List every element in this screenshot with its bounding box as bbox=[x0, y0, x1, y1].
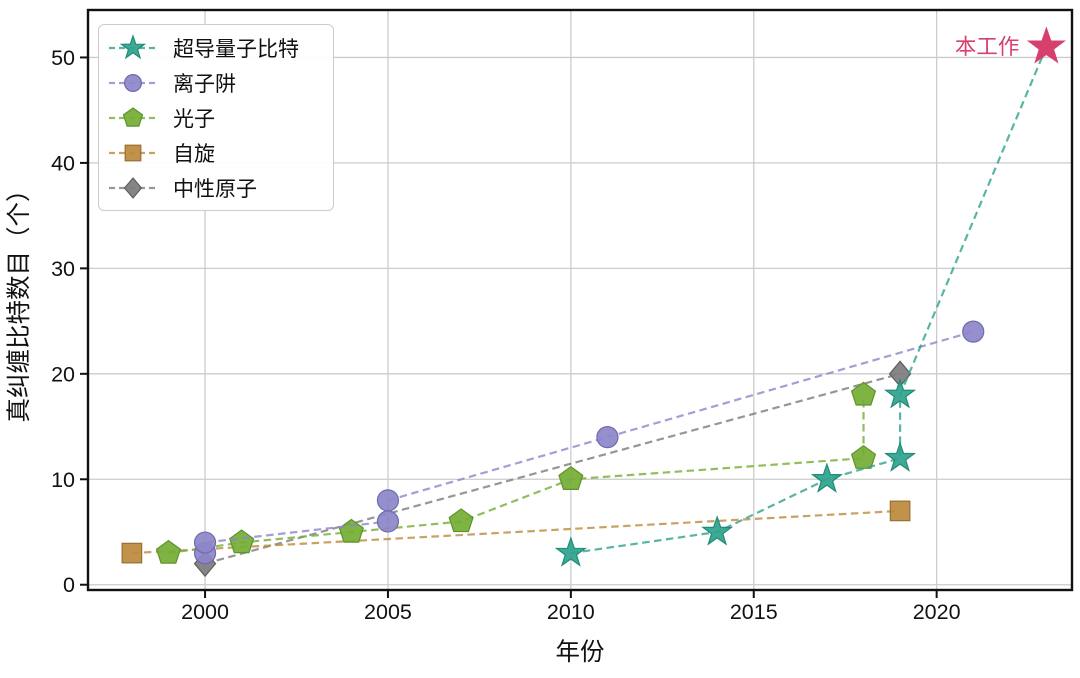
star-marker bbox=[119, 33, 147, 59]
star-icon bbox=[107, 33, 159, 62]
pentagon-marker bbox=[850, 381, 877, 406]
legend-label: 超导量子比特 bbox=[173, 37, 299, 61]
annotation-label: 本工作 bbox=[955, 35, 1020, 59]
star-marker bbox=[701, 515, 734, 546]
diamond-marker bbox=[123, 176, 143, 199]
legend-item-photon: 光子 bbox=[107, 100, 323, 135]
legend-label: 光子 bbox=[173, 107, 215, 131]
pentagon-marker bbox=[229, 529, 255, 554]
star-marker bbox=[884, 378, 917, 409]
square-icon bbox=[107, 139, 159, 167]
pentagon-icon bbox=[109, 106, 157, 127]
x-axis-title: 年份 bbox=[556, 638, 605, 666]
circle-icon bbox=[107, 69, 159, 97]
legend: 超导量子比特 离子阱 光子 自旋 中性原子 bbox=[98, 24, 334, 211]
square-marker bbox=[121, 542, 143, 564]
legend-label: 离子阱 bbox=[173, 72, 236, 96]
series-line bbox=[168, 394, 865, 555]
square-icon bbox=[109, 144, 157, 161]
series-line bbox=[204, 330, 974, 554]
legend-item-neutral-atom: 中性原子 bbox=[107, 170, 323, 205]
pentagon-marker bbox=[155, 539, 182, 564]
y-tick-label: 20 bbox=[51, 362, 75, 386]
series-0 bbox=[554, 46, 1048, 567]
square-marker bbox=[889, 500, 911, 522]
x-tick-label: 2020 bbox=[913, 600, 961, 624]
diamond-icon bbox=[109, 176, 157, 199]
series-1 bbox=[193, 320, 985, 565]
series-3 bbox=[121, 500, 911, 564]
star-marker bbox=[810, 462, 843, 493]
legend-label: 中性原子 bbox=[173, 177, 257, 201]
legend-item-superconducting: 超导量子比特 bbox=[107, 30, 323, 65]
x-tick-label: 2015 bbox=[730, 600, 778, 624]
pentagon-marker bbox=[448, 508, 474, 533]
diamond-icon bbox=[107, 174, 159, 202]
star-marker bbox=[884, 441, 917, 472]
x-tick-label: 2005 bbox=[364, 600, 412, 624]
circle-icon bbox=[109, 73, 157, 92]
x-tick-label: 2010 bbox=[547, 600, 595, 624]
y-tick-label: 30 bbox=[51, 257, 75, 281]
legend-label: 自旋 bbox=[173, 142, 215, 166]
circle-marker bbox=[124, 73, 142, 92]
legend-item-spin: 自旋 bbox=[107, 135, 323, 170]
series-2 bbox=[155, 381, 877, 564]
pentagon-icon bbox=[107, 104, 159, 132]
legend-item-ion-trap: 离子阱 bbox=[107, 65, 323, 100]
circle-marker bbox=[376, 489, 400, 512]
series-line bbox=[131, 509, 901, 555]
pentagon-marker bbox=[338, 518, 364, 543]
y-axis-title: 真纠缠比特数目（个） bbox=[5, 178, 33, 423]
series-line bbox=[204, 372, 901, 565]
y-tick-label: 50 bbox=[51, 46, 75, 70]
y-tick-label: 40 bbox=[51, 151, 75, 175]
star-marker bbox=[554, 536, 587, 567]
circle-marker bbox=[376, 510, 400, 533]
y-tick-label: 10 bbox=[51, 468, 75, 492]
plot-border bbox=[86, 8, 1074, 592]
series-line bbox=[570, 46, 1048, 555]
circle-marker bbox=[193, 531, 217, 554]
circle-marker bbox=[962, 320, 985, 343]
star-icon bbox=[109, 33, 157, 59]
pentagon-marker bbox=[558, 466, 584, 490]
circle-marker bbox=[596, 425, 619, 449]
star-icon bbox=[1026, 26, 1066, 64]
square-marker bbox=[124, 144, 142, 161]
pentagon-marker bbox=[850, 444, 877, 469]
y-tick-label: 0 bbox=[63, 573, 75, 597]
x-tick-label: 2000 bbox=[181, 600, 229, 624]
annotation-this-work bbox=[1026, 26, 1066, 64]
pentagon-marker bbox=[122, 106, 144, 127]
